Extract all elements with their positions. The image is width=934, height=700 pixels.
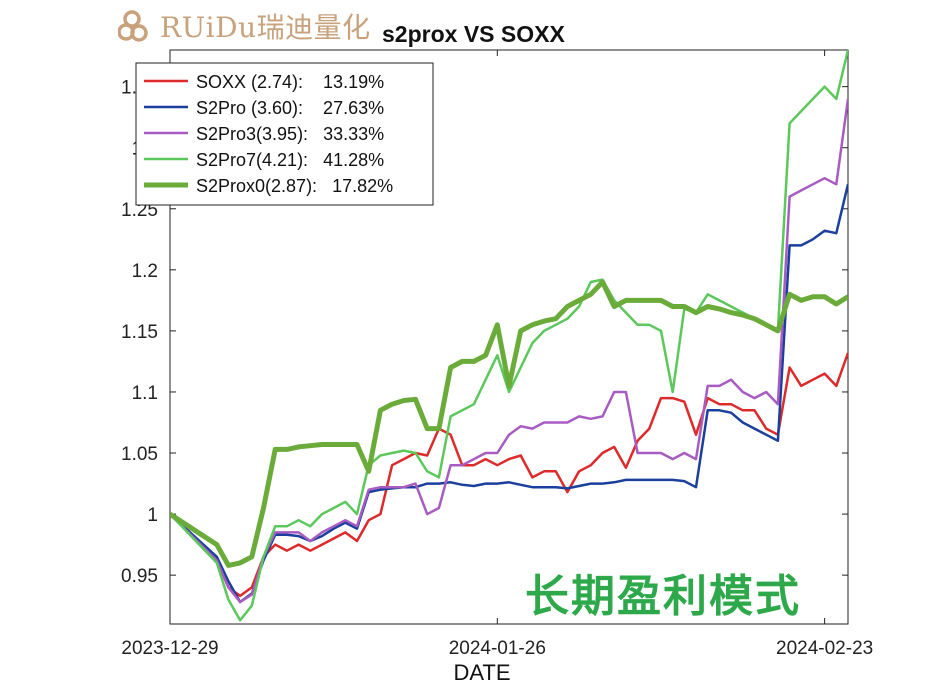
- brand: RUiDu瑞迪量化: [118, 6, 371, 46]
- y-tick-label: 1.15: [121, 322, 158, 343]
- y-tick-label: 1.05: [121, 444, 158, 465]
- legend-label-4: S2Prox0(2.87): 17.82%: [196, 176, 393, 196]
- y-tick-label: 0.95: [121, 566, 158, 587]
- legend-label-2: S2Pro3(3.95): 33.33%: [196, 124, 384, 144]
- x-tick-label: 2023-12-29: [121, 638, 218, 659]
- chart-title: s2prox VS SOXX: [382, 21, 565, 47]
- series-line-4: [170, 279, 848, 568]
- x-tick-label: 2024-01-26: [449, 638, 546, 659]
- brand-text: RUiDu瑞迪量化: [160, 11, 371, 44]
- y-tick-label: 1: [147, 505, 158, 526]
- series-line-3: [170, 50, 848, 622]
- plot-frame: [169, 49, 849, 625]
- x-axis-label: DATE: [453, 660, 511, 685]
- legend-label-0: SOXX (2.74): 13.19%: [196, 72, 384, 92]
- series-line-2: [170, 98, 848, 604]
- legend-label-3: S2Pro7(4.21): 41.28%: [196, 150, 384, 170]
- watermark-text: 长期盈利模式: [525, 571, 801, 622]
- ruidu-logo-icon: [118, 10, 148, 42]
- x-tick-label: 2024-02-23: [776, 638, 873, 659]
- y-tick-label: 1.1: [132, 383, 158, 404]
- legend-label-1: S2Pro (3.60): 27.63%: [196, 98, 384, 118]
- series-line-0: [170, 352, 848, 598]
- y-tick-label: 1.2: [132, 261, 158, 282]
